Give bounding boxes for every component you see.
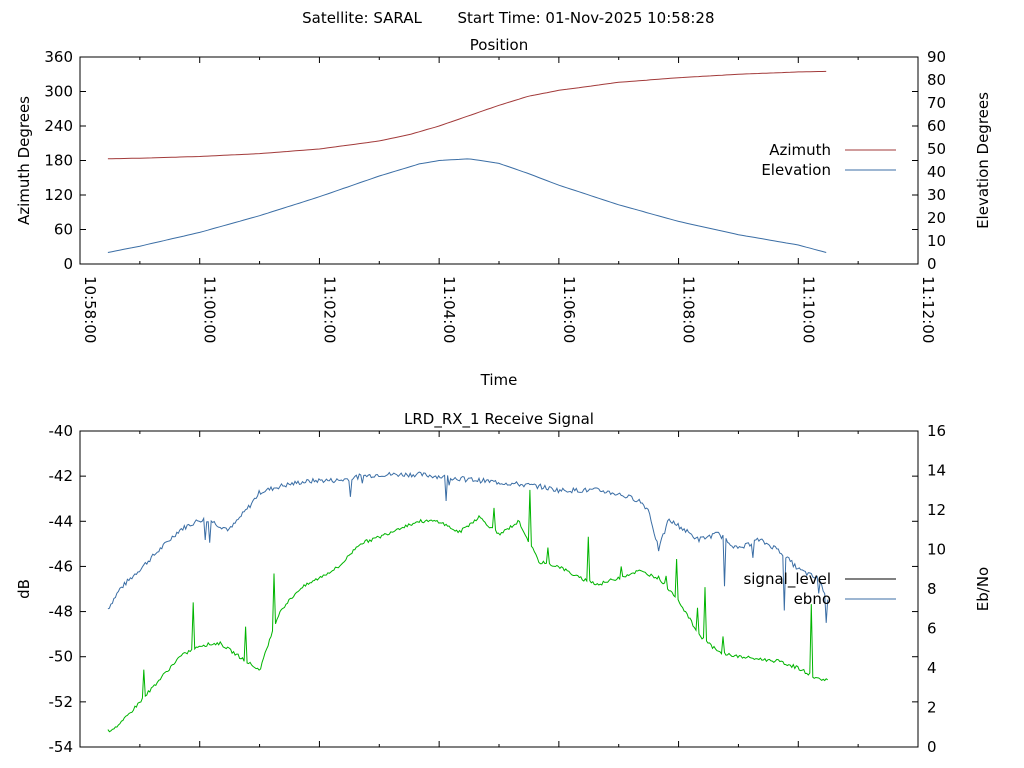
y2-tick-label: 50: [927, 140, 946, 158]
y2-tick-label: 80: [927, 71, 946, 89]
y-tick-label: 300: [44, 83, 73, 101]
satellite-label: Satellite: SARAL: [302, 9, 422, 27]
y2-tick-label: 2: [927, 699, 937, 717]
y-tick-label: -44: [49, 512, 74, 530]
y2-tick-label: 40: [927, 163, 946, 181]
legend-label: Elevation: [761, 161, 831, 179]
y2-tick-label: 0: [927, 255, 937, 273]
y2-tick-label: 90: [927, 48, 946, 66]
y2-tick-label: 8: [927, 580, 937, 598]
y2-tick-label: 70: [927, 94, 946, 112]
x-tick-label: 10:58:00: [81, 276, 99, 343]
receive-signal-chart: LRD_RX_1 Receive Signal -40 -42 -44 -46 -48 -5…: [15, 410, 992, 756]
chart-title: Position: [470, 36, 528, 54]
series-line-trace: [107, 489, 828, 733]
x-tick-label: 11:08:00: [680, 276, 698, 343]
legend-label: signal_level: [743, 570, 831, 589]
x-tick-label: 11:00:00: [201, 276, 219, 343]
y2-axis-label: Elevation Degrees: [974, 92, 992, 229]
y2-tick-label: 60: [927, 117, 946, 135]
series-line-ebno: [107, 471, 829, 623]
y-tick-label: -50: [49, 648, 74, 666]
position-chart: Position 0 60 120 180 240 300 360 0 10 20 30 40 50 60 7…: [15, 36, 992, 389]
y-tick-label: 240: [44, 117, 73, 135]
y-tick-label: 60: [54, 221, 73, 239]
y2-tick-label: 14: [927, 462, 946, 480]
y-tick-label: -48: [49, 603, 74, 621]
y-axis-label: dB: [15, 579, 33, 599]
x-tick-label: 11:10:00: [799, 276, 817, 343]
y2-tick-label: 12: [927, 501, 946, 519]
y-tick-label: -46: [49, 557, 74, 575]
y-tick-label: -54: [49, 738, 74, 756]
y2-tick-label: 0: [927, 738, 937, 756]
y2-tick-label: 30: [927, 186, 946, 204]
y2-tick-label: 20: [927, 209, 946, 227]
series-line-Elevation: [107, 158, 827, 253]
start-time-label: Start Time: 01-Nov-2025 10:58:28: [457, 9, 714, 27]
y-tick-label: 120: [44, 186, 73, 204]
y-tick-label: 0: [63, 255, 73, 273]
y-tick-label: 360: [44, 48, 73, 66]
x-tick-label: 11:04:00: [440, 276, 458, 343]
chart-title: LRD_RX_1 Receive Signal: [404, 410, 594, 429]
y2-tick-label: 16: [927, 422, 946, 440]
y-axis-label: Azimuth Degrees: [15, 96, 33, 225]
x-tick-label: 11:02:00: [320, 276, 338, 343]
y-tick-label: -52: [49, 693, 74, 711]
x-tick-label: 11:12:00: [919, 276, 937, 343]
y2-tick-label: 6: [927, 620, 937, 638]
y2-tick-label: 10: [927, 541, 946, 559]
y2-axis-label: Eb/No: [974, 567, 992, 611]
y-tick-label: -42: [49, 467, 74, 485]
legend-label: ebno: [794, 590, 831, 608]
y-tick-label: -40: [49, 422, 74, 440]
y2-tick-label: 4: [927, 659, 937, 677]
legend-label: Azimuth: [769, 141, 831, 159]
plot-frame: [79, 430, 919, 748]
y-tick-label: 180: [44, 152, 73, 170]
series-line-Azimuth: [107, 70, 827, 160]
x-axis-label: Time: [480, 371, 518, 389]
x-tick-label: 11:06:00: [560, 276, 578, 343]
y2-tick-label: 10: [927, 232, 946, 250]
